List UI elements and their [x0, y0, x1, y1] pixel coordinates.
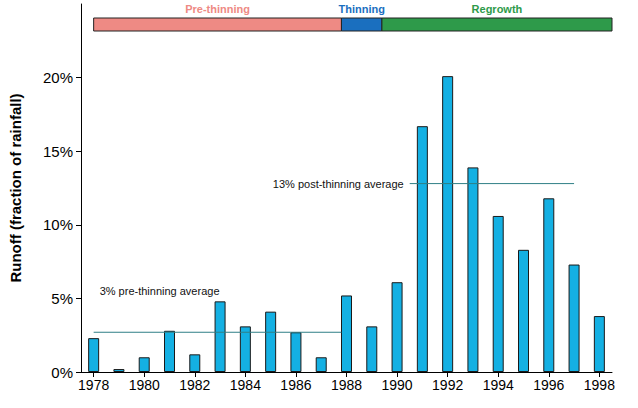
svg-text:13% post-thinning average: 13% post-thinning average: [273, 178, 404, 190]
svg-text:0%: 0%: [51, 364, 73, 381]
svg-text:5%: 5%: [51, 290, 73, 307]
svg-text:1986: 1986: [280, 377, 311, 393]
svg-text:Pre-thinning: Pre-thinning: [185, 3, 250, 15]
svg-text:1992: 1992: [432, 377, 463, 393]
svg-text:1984: 1984: [230, 377, 261, 393]
svg-text:1998: 1998: [584, 377, 615, 393]
svg-text:1994: 1994: [483, 377, 514, 393]
svg-text:15%: 15%: [43, 143, 73, 160]
svg-text:1978: 1978: [78, 377, 109, 393]
svg-text:1988: 1988: [331, 377, 362, 393]
svg-text:1982: 1982: [179, 377, 210, 393]
svg-text:3% pre-thinning average: 3% pre-thinning average: [100, 285, 220, 297]
svg-text:Regrowth: Regrowth: [472, 3, 523, 15]
svg-text:1980: 1980: [129, 377, 160, 393]
svg-text:20%: 20%: [43, 69, 73, 86]
svg-text:Runoff (fraction of rainfall): Runoff (fraction of rainfall): [7, 93, 24, 282]
svg-text:1990: 1990: [381, 377, 412, 393]
svg-text:Thinning: Thinning: [338, 3, 384, 15]
svg-text:10%: 10%: [43, 216, 73, 233]
svg-text:1996: 1996: [533, 377, 564, 393]
